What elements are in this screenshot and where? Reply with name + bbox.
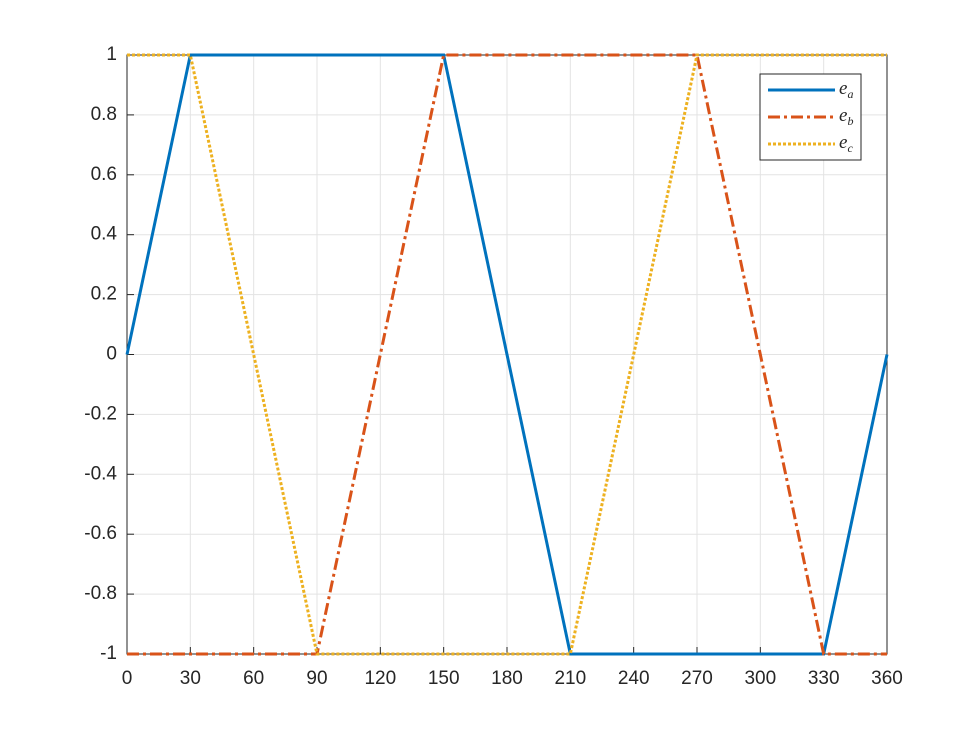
y-tick-label: 0.4 <box>91 224 118 245</box>
legend-label: ec <box>839 132 853 154</box>
x-tick-label: 120 <box>364 668 396 689</box>
x-tick-label: 180 <box>491 668 523 689</box>
legend-label: eb <box>839 105 853 127</box>
y-tick-label: -1 <box>100 643 117 664</box>
y-tick-label: 1 <box>106 44 117 65</box>
x-tick-label: 90 <box>306 668 327 689</box>
x-tick-label: 240 <box>618 668 650 689</box>
y-tick-label: 0.8 <box>91 104 117 125</box>
x-tick-label: 150 <box>428 668 460 689</box>
x-tick-label: 270 <box>681 668 713 689</box>
y-tick-label: -0.6 <box>84 523 117 544</box>
legend-label: ea <box>839 78 853 100</box>
series-line <box>125 53 889 656</box>
y-tick-label: -0.4 <box>84 463 117 484</box>
y-tick-label: 0.6 <box>91 164 117 185</box>
series-line <box>127 53 887 656</box>
x-tick-label: 210 <box>554 668 586 689</box>
x-tick-label: 60 <box>243 668 264 689</box>
y-tick-label: -0.2 <box>84 403 117 424</box>
x-tick-label: 300 <box>744 668 776 689</box>
x-tick-label: 330 <box>808 668 840 689</box>
x-tick-label: 0 <box>122 668 133 689</box>
x-tick-label: 360 <box>871 668 903 689</box>
y-tick-label: -0.8 <box>84 583 117 604</box>
y-tick-label: 0 <box>106 344 117 365</box>
y-tick-label: 0.2 <box>91 284 117 305</box>
x-tick-label: 30 <box>180 668 201 689</box>
series-line <box>127 53 887 656</box>
